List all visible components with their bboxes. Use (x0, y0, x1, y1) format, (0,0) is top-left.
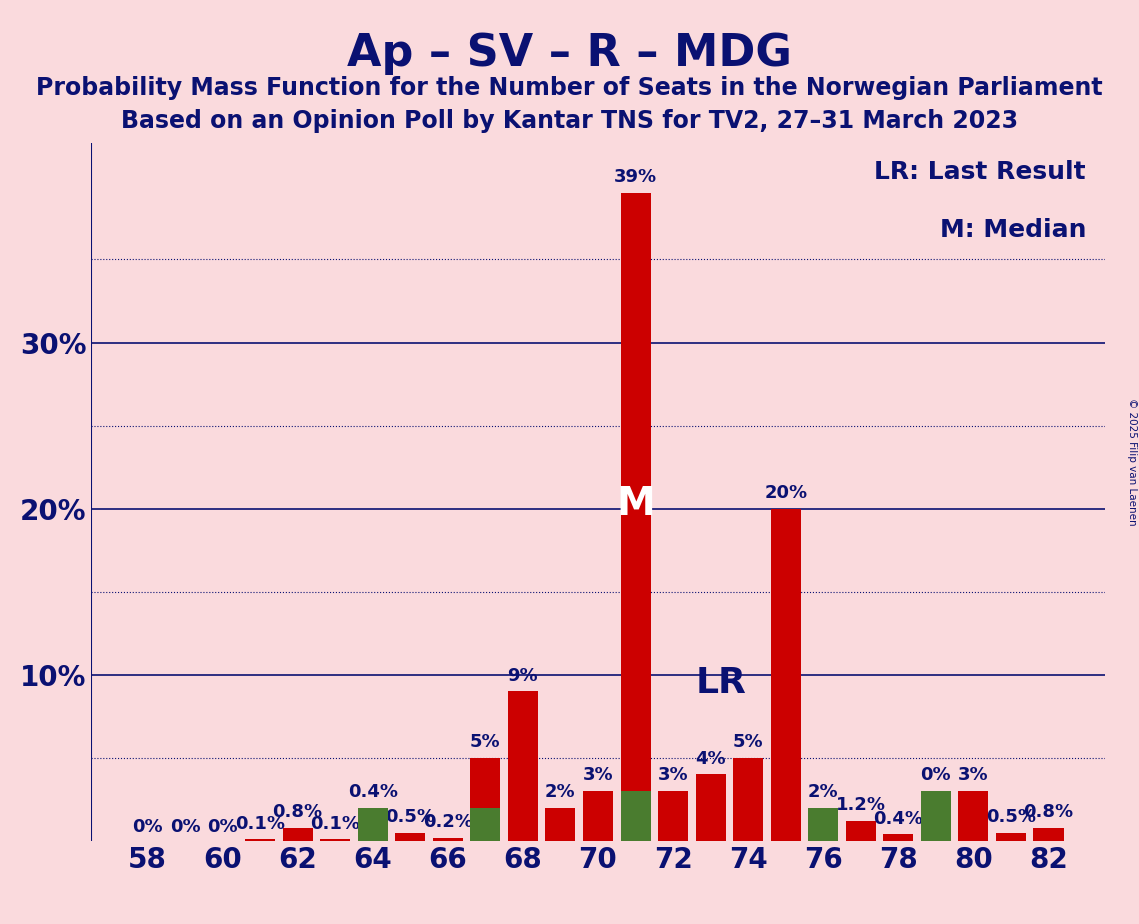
Text: 5%: 5% (470, 733, 501, 751)
Bar (884, 834, 913, 841)
Text: 2%: 2% (808, 783, 838, 801)
Text: 0.2%: 0.2% (423, 813, 473, 831)
Text: 0.4%: 0.4% (347, 783, 398, 801)
Bar (658, 791, 688, 841)
Bar (358, 834, 387, 841)
Bar (395, 833, 425, 841)
Text: 0%: 0% (132, 818, 163, 836)
Bar (621, 193, 650, 841)
Text: 0%: 0% (207, 818, 238, 836)
Text: 4%: 4% (695, 749, 726, 768)
Bar (508, 691, 538, 841)
Text: Probability Mass Function for the Number of Seats in the Norwegian Parliament: Probability Mass Function for the Number… (36, 76, 1103, 100)
Text: 0.5%: 0.5% (385, 808, 435, 826)
Bar (433, 837, 462, 841)
Text: 39%: 39% (614, 168, 657, 187)
Text: 0.4%: 0.4% (874, 809, 924, 828)
Text: 0.1%: 0.1% (310, 815, 360, 833)
Text: 1.2%: 1.2% (836, 796, 886, 814)
Text: 5%: 5% (732, 733, 763, 751)
Bar (621, 791, 650, 841)
Bar (358, 808, 387, 841)
Text: 0.5%: 0.5% (986, 808, 1036, 826)
Bar (282, 828, 312, 841)
Text: 0.8%: 0.8% (1024, 803, 1074, 821)
Text: 3%: 3% (583, 766, 613, 784)
Bar (583, 791, 613, 841)
Bar (696, 774, 726, 841)
Bar (771, 508, 801, 841)
Text: 0.8%: 0.8% (272, 803, 322, 821)
Bar (470, 808, 500, 841)
Bar (734, 758, 763, 841)
Bar (470, 758, 500, 841)
Bar (245, 839, 276, 841)
Text: 0.1%: 0.1% (235, 815, 285, 833)
Bar (546, 808, 575, 841)
Text: © 2025 Filip van Laenen: © 2025 Filip van Laenen (1126, 398, 1137, 526)
Bar (846, 821, 876, 841)
Bar (809, 808, 838, 841)
Text: LR: Last Result: LR: Last Result (875, 160, 1087, 184)
Text: 20%: 20% (764, 484, 808, 502)
Text: 9%: 9% (508, 667, 539, 685)
Text: 2%: 2% (546, 783, 575, 801)
Text: 0%: 0% (170, 818, 200, 836)
Text: Based on an Opinion Poll by Kantar TNS for TV2, 27–31 March 2023: Based on an Opinion Poll by Kantar TNS f… (121, 109, 1018, 133)
Text: 3%: 3% (958, 766, 989, 784)
Bar (958, 791, 989, 841)
Text: Ap – SV – R – MDG: Ap – SV – R – MDG (347, 32, 792, 76)
Bar (320, 839, 350, 841)
Bar (1033, 828, 1064, 841)
Bar (809, 808, 838, 841)
Text: 3%: 3% (657, 766, 688, 784)
Text: M: Median: M: Median (940, 218, 1087, 242)
Text: M: M (616, 485, 655, 523)
Text: 0%: 0% (920, 766, 951, 784)
Bar (920, 791, 951, 841)
Text: LR: LR (696, 666, 746, 700)
Bar (995, 833, 1026, 841)
